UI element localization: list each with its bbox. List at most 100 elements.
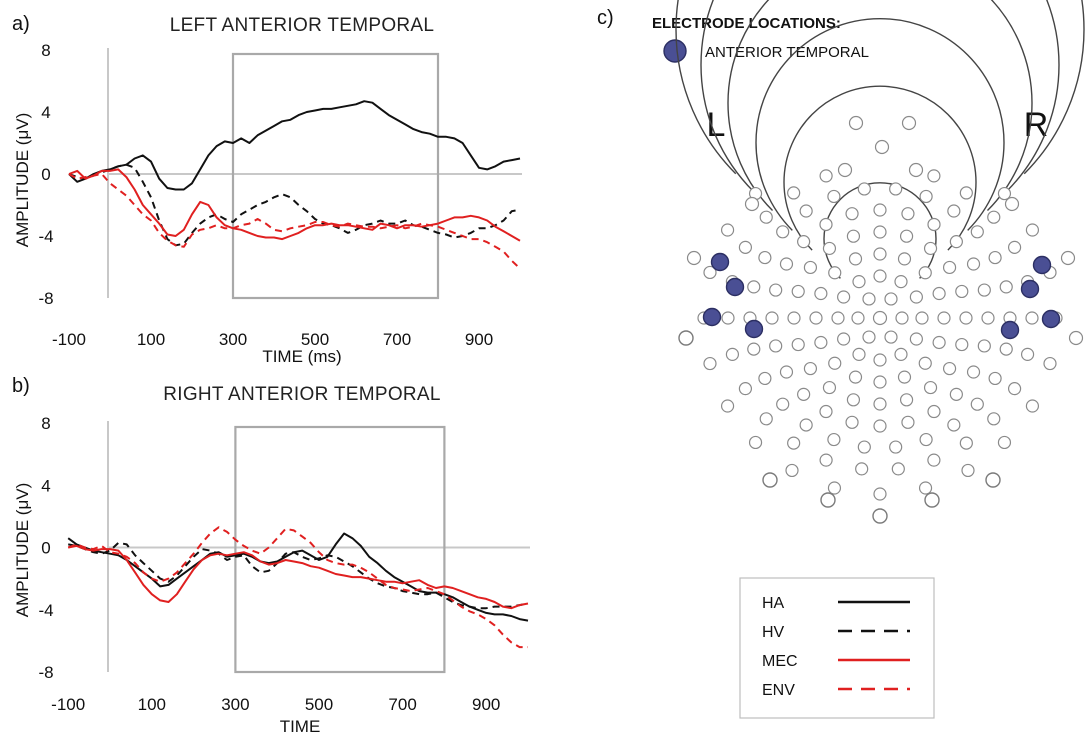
panel-a-letter: a) xyxy=(12,13,30,35)
anterior-temporal-electrode-icon xyxy=(1020,279,1040,299)
electrode-icon xyxy=(999,342,1013,356)
electrode-icon xyxy=(970,397,984,411)
electrode-icon xyxy=(981,311,995,325)
panel-a-x-tick-label: 300 xyxy=(219,330,247,349)
electrode-icon xyxy=(959,311,973,325)
electrode-icon xyxy=(918,481,933,495)
panel-b-series-hv xyxy=(68,541,529,610)
electrode-icon xyxy=(819,217,833,232)
electrode-icon xyxy=(720,399,735,413)
electrode-icon xyxy=(831,311,845,325)
electrode-icon xyxy=(937,311,951,325)
panel-a-traces xyxy=(68,100,521,270)
electrode-icon xyxy=(947,418,961,432)
electrode-icon xyxy=(889,182,903,196)
highlight-label: ANTERIOR TEMPORAL xyxy=(705,44,869,61)
electrode-icon xyxy=(908,162,924,178)
electrode-icon xyxy=(899,393,914,407)
electrode-icon xyxy=(787,186,801,200)
panel-a-x-axis-title: TIME (ms) xyxy=(262,347,341,366)
panel-a-series-hv xyxy=(68,163,521,247)
electrode-icon xyxy=(901,415,915,429)
electrode-icon xyxy=(837,332,851,346)
electrode-icon xyxy=(797,235,811,249)
head-ring xyxy=(675,0,1085,175)
legend-label-mec: MEC xyxy=(762,653,798,670)
electrode-icon xyxy=(820,492,836,508)
electrode-icon xyxy=(919,189,933,204)
panel-b-analysis-window xyxy=(234,425,446,674)
anterior-temporal-electrode-icon xyxy=(744,319,764,339)
panel-b-x-axis-title: TIME xyxy=(280,717,321,736)
panel-b-traces xyxy=(67,526,529,649)
panel-a-y-tick-label: -4 xyxy=(38,227,53,246)
electrode-icon xyxy=(862,292,876,306)
electrode-icon xyxy=(852,275,866,289)
panel-b-y-axis-title: AMPLITUDE (μV) xyxy=(13,483,32,617)
panel-a-x-tick-label: 100 xyxy=(137,330,165,349)
panel-b-series-mec xyxy=(68,544,529,610)
electrode-icon xyxy=(827,481,842,495)
electrode-icon xyxy=(927,169,941,183)
panel-a-title: LEFT ANTERIOR TEMPORAL xyxy=(170,15,435,36)
electrode-icon xyxy=(703,265,717,280)
panel-a-series-mec xyxy=(68,168,521,242)
electrode-icon xyxy=(987,412,1001,426)
electrode-icon xyxy=(814,335,828,350)
electrode-icon xyxy=(997,435,1012,450)
electrode-icon xyxy=(999,280,1013,294)
panel-b-window xyxy=(234,425,446,674)
electrode-icon xyxy=(799,204,813,218)
electrode-icon xyxy=(873,353,887,367)
electrode-icon xyxy=(923,380,938,395)
panel-a-x-tick-label: 700 xyxy=(383,330,411,349)
electrode-icon xyxy=(884,330,898,344)
electrode-icon xyxy=(1025,223,1040,237)
electrode-icon xyxy=(819,404,833,419)
legend-label-hv: HV xyxy=(762,624,785,641)
electrode-icon xyxy=(779,257,794,271)
panel-c-letter: c) xyxy=(597,7,614,29)
electrode-icon xyxy=(872,508,888,524)
electrode-icon xyxy=(895,311,909,325)
highlight-swatch-icon xyxy=(663,39,687,63)
electrode-icon xyxy=(845,415,859,429)
electrode-icon xyxy=(747,280,761,294)
electrode-icon xyxy=(987,210,1001,224)
electrode-icon xyxy=(857,440,871,454)
electrode-icon xyxy=(758,250,772,265)
electrode-icon xyxy=(748,435,763,450)
electrode-icon xyxy=(827,189,841,204)
electrode-icon xyxy=(959,186,973,200)
electrode-icon xyxy=(776,225,790,239)
panel-b-chart: b) RIGHT ANTERIOR TEMPORAL AMPLITUDE (μV… xyxy=(12,375,530,736)
electrode-icon xyxy=(873,397,887,411)
electrode-icon xyxy=(970,225,984,239)
electrode-icon xyxy=(848,370,863,384)
electrode-icon xyxy=(855,462,869,476)
anterior-temporal-electrode-icon xyxy=(1041,309,1061,329)
electrode-icon xyxy=(851,311,865,325)
electrode-icon xyxy=(977,283,991,297)
anterior-temporal-electrode-icon xyxy=(702,307,722,327)
anterior-temporal-electrode-icon xyxy=(725,277,745,297)
panel-b-y-tick-label: -8 xyxy=(38,663,53,682)
electrode-icon xyxy=(787,436,801,450)
electrode-icon xyxy=(873,247,887,261)
panel-b-x-tick-label: -100 xyxy=(51,695,85,714)
electrode-icon xyxy=(803,260,818,275)
electrode-icon xyxy=(791,337,805,352)
panel-a-y-tick-label: 0 xyxy=(41,165,50,184)
electrode-icon xyxy=(787,311,801,325)
electrode-icon xyxy=(901,115,917,131)
electrode-icon xyxy=(776,397,790,411)
panel-b-y-tick-label: 0 xyxy=(41,539,50,558)
electrode-icon xyxy=(932,335,946,350)
panel-a-y-tick-label: -8 xyxy=(38,289,53,308)
panel-a-y-axis-title: AMPLITUDE (μV) xyxy=(13,113,32,247)
electrode-icon xyxy=(1043,356,1057,371)
electrode-icon xyxy=(909,332,923,346)
head-ring xyxy=(727,0,1033,212)
panel-a-x-tick-label: -100 xyxy=(52,330,86,349)
electrode-icon xyxy=(762,472,778,488)
